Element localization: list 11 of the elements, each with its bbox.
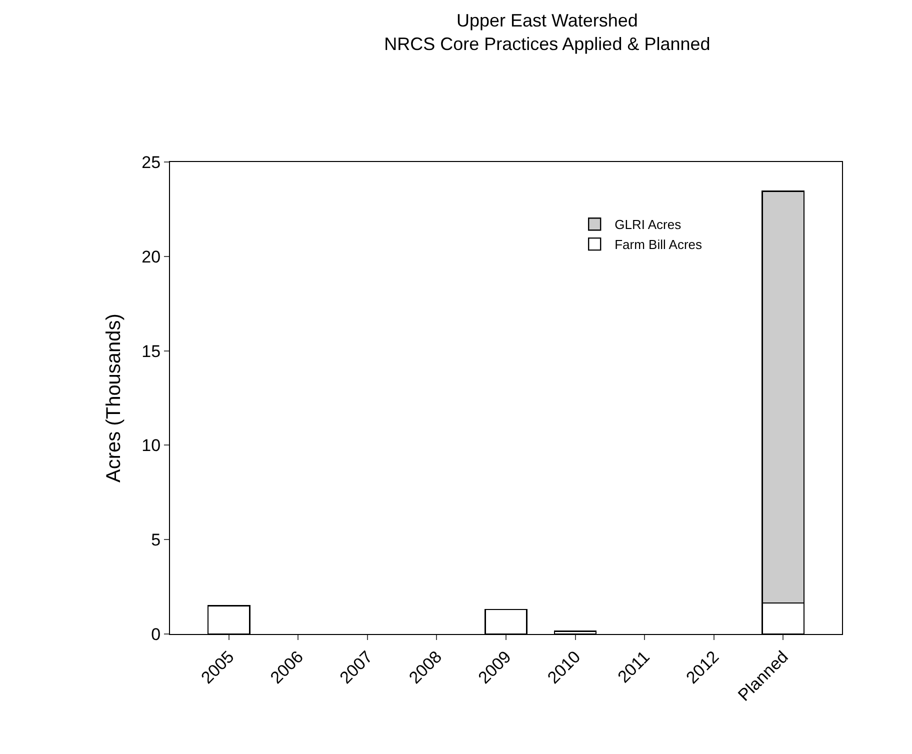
y-tick-label: 0	[151, 624, 161, 644]
y-tick-label: 20	[142, 247, 161, 266]
y-tick-label: 25	[142, 152, 161, 172]
y-tick-label: 10	[142, 436, 161, 456]
y-tick-label: 15	[142, 342, 161, 361]
y-axis-title: Acres (Thousands)	[103, 314, 126, 482]
legend-label: Farm Bill Acres	[614, 237, 702, 252]
chart-title: Upper East Watershed	[456, 10, 638, 30]
chart-subtitle: NRCS Core Practices Applied & Planned	[384, 34, 710, 54]
y-tick-label: 5	[151, 530, 161, 550]
legend-label: GLRI Acres	[614, 217, 682, 232]
